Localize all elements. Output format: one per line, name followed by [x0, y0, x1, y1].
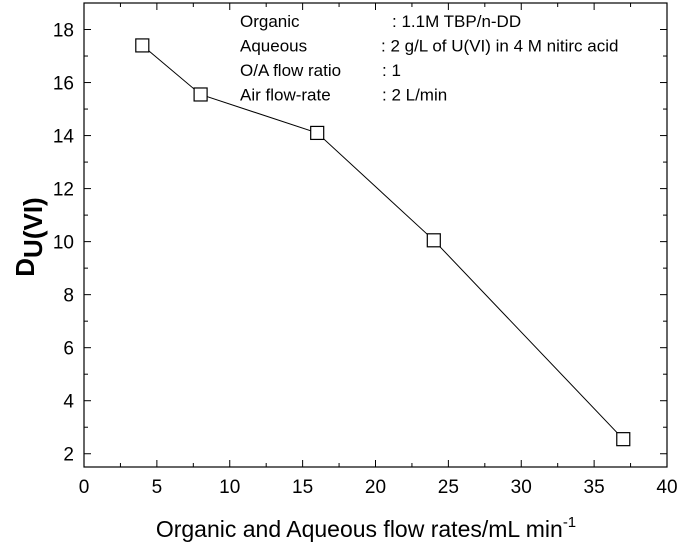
x-axis-title-superscript: -1 — [563, 514, 576, 531]
y-tick-label: 4 — [63, 392, 74, 413]
data-point — [193, 87, 208, 102]
y-tick-label: 2 — [63, 445, 74, 466]
y-tick-label: 8 — [63, 286, 74, 307]
data-point — [135, 38, 150, 53]
data-point — [616, 432, 631, 447]
x-tick-label: 30 — [511, 477, 532, 498]
annotation-label: O/A flow ratio — [240, 61, 341, 80]
annotation-value: : 1.1M TBP/n-DD — [392, 12, 521, 31]
annotation-label: Aqueous — [240, 37, 307, 56]
x-tick-label: 10 — [219, 477, 240, 498]
y-axis-title: DU(VI) — [10, 197, 48, 276]
y-tick-label: 12 — [53, 180, 74, 201]
y-axis-title-subscript: U(VI) — [18, 197, 48, 258]
y-axis-ticks: 2 4 6 8 10 12 14 16 18 — [53, 2, 667, 466]
data-markers — [135, 38, 631, 447]
annotation-block: Organic : 1.1M TBP/n-DD Aqueous : 2 g/L of … — [240, 12, 618, 105]
annotation-value: : 1 — [382, 61, 401, 80]
annotation-value: : 2 g/L of U(VI) in 4 M nitirc acid — [381, 37, 618, 56]
x-axis-ticks: 0 5 10 15 20 25 30 35 40 — [79, 3, 678, 498]
y-tick-label: 14 — [53, 127, 75, 148]
plot-frame — [83, 2, 668, 468]
y-tick-label: 18 — [53, 21, 74, 42]
y-tick-label: 10 — [53, 233, 74, 254]
y-axis-title-main: D — [10, 258, 40, 277]
x-tick-label: 5 — [152, 477, 163, 498]
y-tick-label: 16 — [53, 74, 74, 95]
x-tick-label: 40 — [656, 477, 677, 498]
annotation-value: : 2 L/min — [382, 86, 447, 105]
x-tick-label: 0 — [79, 477, 90, 498]
y-tick-label: 6 — [63, 339, 74, 360]
data-point — [426, 233, 441, 248]
annotation-label: Air flow-rate — [240, 86, 331, 105]
x-axis-title: Organic and Aqueous flow rates/mL min-1 — [156, 514, 576, 542]
data-point — [310, 125, 325, 141]
x-tick-label: 25 — [438, 477, 459, 498]
x-tick-label: 20 — [365, 477, 386, 498]
annotation-label: Organic — [240, 12, 300, 31]
x-tick-label: 15 — [292, 477, 313, 498]
x-tick-label: 35 — [584, 477, 605, 498]
x-axis-title-text: Organic and Aqueous flow rates/mL min — [156, 516, 563, 542]
